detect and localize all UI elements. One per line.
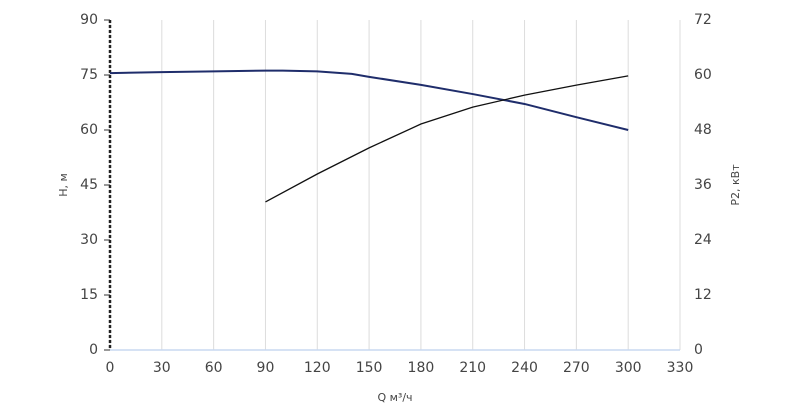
x-tick-label: 240 <box>511 360 538 376</box>
x-tick-label: 210 <box>459 360 486 376</box>
x-tick-label: 0 <box>106 360 115 376</box>
x-axis-title: Q м³/ч <box>377 391 412 404</box>
y-axis-title: H, м <box>57 173 70 197</box>
y2-axis-title: P2, кВт <box>729 164 742 206</box>
y2-tick-label: 36 <box>694 177 712 193</box>
x-tick-label: 180 <box>408 360 435 376</box>
x-tick-label: 330 <box>667 360 694 376</box>
y2-tick-label: 24 <box>694 232 712 248</box>
y-tick-label: 75 <box>80 67 98 83</box>
y-tick-label: 0 <box>89 342 98 358</box>
y-tick-label: 90 <box>80 12 98 28</box>
y-tick-label: 30 <box>80 232 98 248</box>
y2-tick-label: 0 <box>694 342 703 358</box>
y2-tick-label: 48 <box>694 122 712 138</box>
x-tick-label: 90 <box>257 360 275 376</box>
y-tick-label: 15 <box>80 287 98 303</box>
y-tick-label: 45 <box>80 177 98 193</box>
x-tick-label: 150 <box>356 360 383 376</box>
series-line <box>109 69 629 131</box>
y2-tick-label: 72 <box>694 12 712 28</box>
y-tick-label: 60 <box>80 122 98 138</box>
x-tick-label: 60 <box>205 360 223 376</box>
y2-tick-label: 12 <box>694 287 712 303</box>
x-tick-label: 30 <box>153 360 171 376</box>
x-tick-label: 270 <box>563 360 590 376</box>
y2-tick-label: 60 <box>694 67 712 83</box>
series-line <box>265 75 629 203</box>
x-tick-label: 300 <box>615 360 642 376</box>
x-tick-label: 120 <box>304 360 331 376</box>
